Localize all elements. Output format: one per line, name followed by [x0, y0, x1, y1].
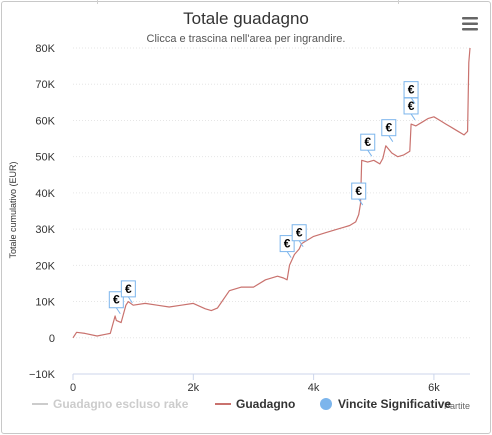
- series-layer: [72, 47, 471, 339]
- chart-title: Totale guadagno: [183, 9, 309, 28]
- significant-win-flag[interactable]: €: [403, 81, 419, 104]
- significant-win-flag[interactable]: €: [360, 133, 376, 157]
- y-tick-label: 10K: [35, 297, 55, 309]
- flag-box: [360, 133, 376, 151]
- flag-symbol: €: [296, 226, 303, 240]
- legend-label: Guadagno escluso rake: [53, 397, 189, 411]
- y-tick-label: 30K: [35, 224, 55, 236]
- y-tick-label: 70K: [35, 79, 55, 91]
- y-axis-label: Totale cumulativo (EUR): [8, 161, 18, 258]
- x-axis-ticks: 0 2k 4k 6k: [70, 373, 470, 394]
- y-tick-label: 40K: [35, 188, 55, 200]
- flag-stem: [286, 251, 292, 258]
- flag-stem: [298, 240, 304, 248]
- flag-box: [403, 81, 419, 99]
- flag-symbol: €: [355, 184, 362, 198]
- legend-item-guadagno-escluso-rake[interactable]: Guadagno escluso rake: [32, 397, 189, 411]
- flag-box: [351, 182, 367, 200]
- hamburger-menu-icon[interactable]: [460, 15, 478, 33]
- flag-stem: [358, 198, 364, 206]
- y-tick-label: 80K: [35, 43, 55, 55]
- flag-box: [108, 291, 124, 309]
- chart-subtitle: Clicca e trascina nell'area per ingrandi…: [147, 33, 346, 45]
- significant-wins-layer[interactable]: € € € € € € € € €: [108, 81, 419, 315]
- flag-symbol: €: [385, 121, 392, 135]
- y-axis-ticks: −10K 0 10K 20K 30K 40K 50K 60K 70K 80K: [29, 43, 56, 381]
- y-tick-label: 50K: [35, 152, 55, 164]
- x-tick-label: 4k: [308, 382, 320, 394]
- flag-box: [279, 235, 295, 253]
- flag-symbol: €: [408, 83, 415, 97]
- significant-win-flag[interactable]: €: [279, 235, 295, 258]
- series-line-guadagno: [72, 47, 471, 339]
- flag-box: [381, 119, 397, 137]
- header-divider: [97, 0, 399, 4]
- flag-stem: [410, 113, 416, 121]
- y-tick-label: 20K: [35, 260, 55, 272]
- legend-item-vincite-significative[interactable]: Vincite Significative: [320, 397, 451, 411]
- flag-stem: [410, 97, 416, 104]
- x-tick-label: 6k: [428, 382, 440, 394]
- flag-box: [120, 280, 136, 298]
- legend: Guadagno escluso rake Guadagno Vincite S…: [32, 397, 451, 411]
- significant-win-flag[interactable]: €: [403, 97, 419, 121]
- x-axis-label: Partite: [444, 401, 470, 411]
- x-tick-label: 0: [70, 382, 76, 394]
- significant-win-flag[interactable]: €: [351, 182, 367, 206]
- flag-stem: [367, 149, 373, 157]
- legend-label: Vincite Significative: [338, 397, 451, 411]
- flag-symbol: €: [364, 135, 371, 149]
- flag-symbol: €: [408, 99, 415, 113]
- flag-symbol: €: [284, 237, 291, 251]
- y-tick-label: 0: [49, 333, 55, 345]
- flag-symbol: €: [113, 293, 120, 307]
- flag-box: [291, 224, 307, 242]
- y-tick-label: 60K: [35, 115, 55, 127]
- significant-win-flag[interactable]: €: [120, 280, 136, 304]
- flag-stem: [388, 135, 394, 142]
- significant-win-flag[interactable]: €: [381, 119, 397, 142]
- x-tick-label: 2k: [187, 382, 199, 394]
- legend-label: Guadagno: [236, 397, 295, 411]
- significant-win-flag[interactable]: €: [291, 224, 307, 248]
- y-tick-label: −10K: [29, 369, 56, 381]
- flag-stem: [127, 296, 133, 304]
- legend-item-guadagno[interactable]: Guadagno: [215, 397, 295, 411]
- significant-win-flag[interactable]: €: [108, 291, 124, 315]
- flag-symbol: €: [125, 282, 132, 296]
- flag-stem: [115, 307, 121, 315]
